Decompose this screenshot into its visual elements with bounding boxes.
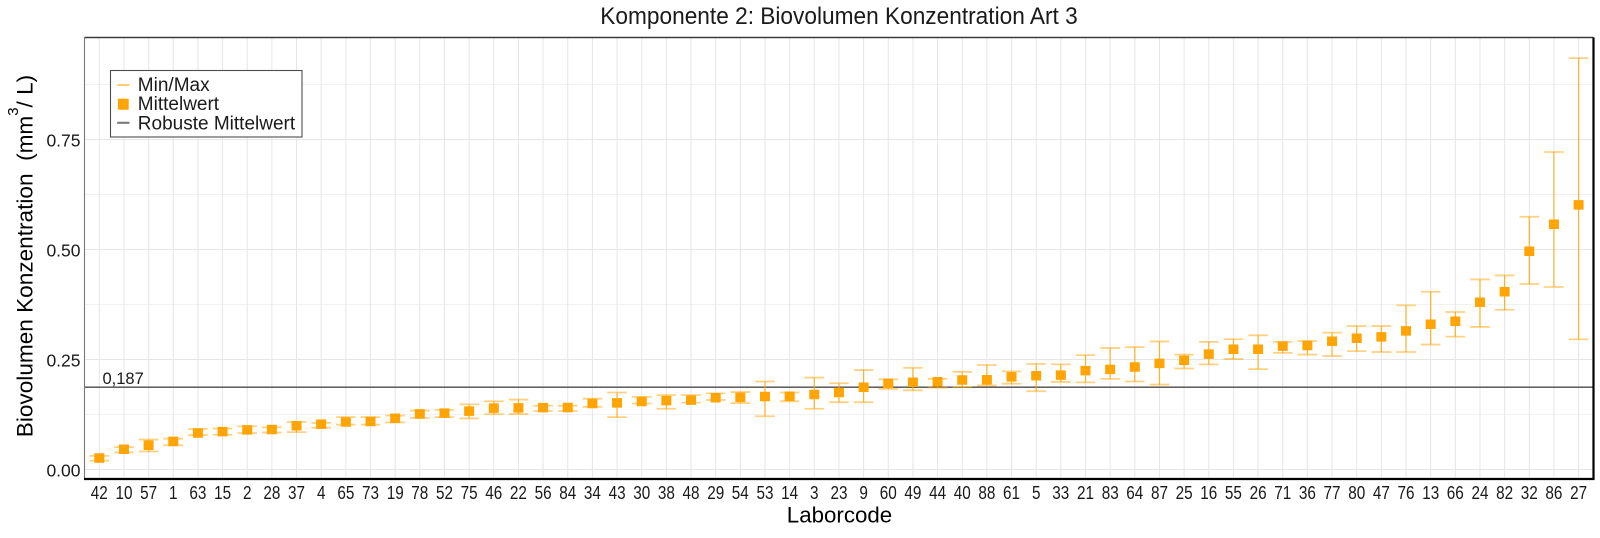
svg-text:33: 33 <box>1052 483 1069 504</box>
svg-text:82: 82 <box>1496 483 1513 504</box>
svg-text:80: 80 <box>1348 483 1365 504</box>
svg-text:26: 26 <box>1250 483 1267 504</box>
svg-text:47: 47 <box>1373 483 1390 504</box>
svg-text:55: 55 <box>1225 483 1242 504</box>
svg-text:Min/Max: Min/Max <box>138 75 210 96</box>
svg-text:56: 56 <box>535 483 552 504</box>
svg-text:42: 42 <box>91 483 108 504</box>
svg-text:34: 34 <box>584 483 601 504</box>
svg-text:88: 88 <box>978 483 995 504</box>
svg-text:78: 78 <box>411 483 428 504</box>
svg-text:3: 3 <box>810 483 818 504</box>
svg-text:57: 57 <box>140 483 157 504</box>
svg-text:Komponente 2: Biovolumen Konze: Komponente 2: Biovolumen Konzentration A… <box>600 2 1077 29</box>
svg-text:38: 38 <box>658 483 675 504</box>
svg-text:63: 63 <box>189 483 206 504</box>
svg-text:19: 19 <box>387 483 404 504</box>
svg-text:10: 10 <box>116 483 133 504</box>
svg-text:49: 49 <box>904 483 921 504</box>
svg-text:28: 28 <box>263 483 280 504</box>
svg-text:86: 86 <box>1545 483 1562 504</box>
svg-text:73: 73 <box>362 483 379 504</box>
svg-text:5: 5 <box>1032 483 1040 504</box>
svg-text:0.75: 0.75 <box>46 131 80 151</box>
svg-text:54: 54 <box>732 483 749 504</box>
svg-text:21: 21 <box>1077 483 1094 504</box>
svg-text:83: 83 <box>1102 483 1119 504</box>
svg-text:15: 15 <box>214 483 231 504</box>
svg-text:1: 1 <box>169 483 177 504</box>
svg-text:30: 30 <box>633 483 650 504</box>
svg-text:Robuste Mittelwert: Robuste Mittelwert <box>138 113 296 134</box>
svg-text:13: 13 <box>1422 483 1439 504</box>
svg-text:60: 60 <box>880 483 897 504</box>
svg-text:76: 76 <box>1398 483 1415 504</box>
svg-text:87: 87 <box>1151 483 1168 504</box>
svg-text:66: 66 <box>1447 483 1464 504</box>
svg-text:84: 84 <box>559 483 576 504</box>
svg-text:0.00: 0.00 <box>46 461 80 481</box>
svg-text:14: 14 <box>781 483 798 504</box>
svg-text:0.25: 0.25 <box>46 351 80 371</box>
svg-text:24: 24 <box>1472 483 1489 504</box>
svg-text:43: 43 <box>609 483 626 504</box>
svg-text:75: 75 <box>461 483 478 504</box>
svg-text:48: 48 <box>683 483 700 504</box>
svg-text:27: 27 <box>1570 483 1587 504</box>
svg-text:77: 77 <box>1324 483 1341 504</box>
svg-text:4: 4 <box>317 483 325 504</box>
svg-text:71: 71 <box>1274 483 1291 504</box>
svg-text:9: 9 <box>859 483 867 504</box>
svg-text:Mittelwert: Mittelwert <box>138 94 220 115</box>
svg-text:36: 36 <box>1299 483 1316 504</box>
svg-text:Laborcode: Laborcode <box>787 502 892 527</box>
svg-text:65: 65 <box>337 483 354 504</box>
svg-text:64: 64 <box>1126 483 1143 504</box>
svg-text:44: 44 <box>929 483 946 504</box>
svg-text:37: 37 <box>288 483 305 504</box>
svg-text:61: 61 <box>1003 483 1020 504</box>
svg-text:25: 25 <box>1176 483 1193 504</box>
svg-text:0.50: 0.50 <box>46 241 80 261</box>
svg-text:29: 29 <box>707 483 724 504</box>
svg-text:32: 32 <box>1521 483 1538 504</box>
svg-text:52: 52 <box>436 483 453 504</box>
svg-text:53: 53 <box>757 483 774 504</box>
svg-text:0,187: 0,187 <box>103 370 144 388</box>
svg-text:16: 16 <box>1200 483 1217 504</box>
svg-text:2: 2 <box>243 483 251 504</box>
svg-text:22: 22 <box>510 483 527 504</box>
svg-text:23: 23 <box>831 483 848 504</box>
svg-text:40: 40 <box>954 483 971 504</box>
svg-text:46: 46 <box>485 483 502 504</box>
